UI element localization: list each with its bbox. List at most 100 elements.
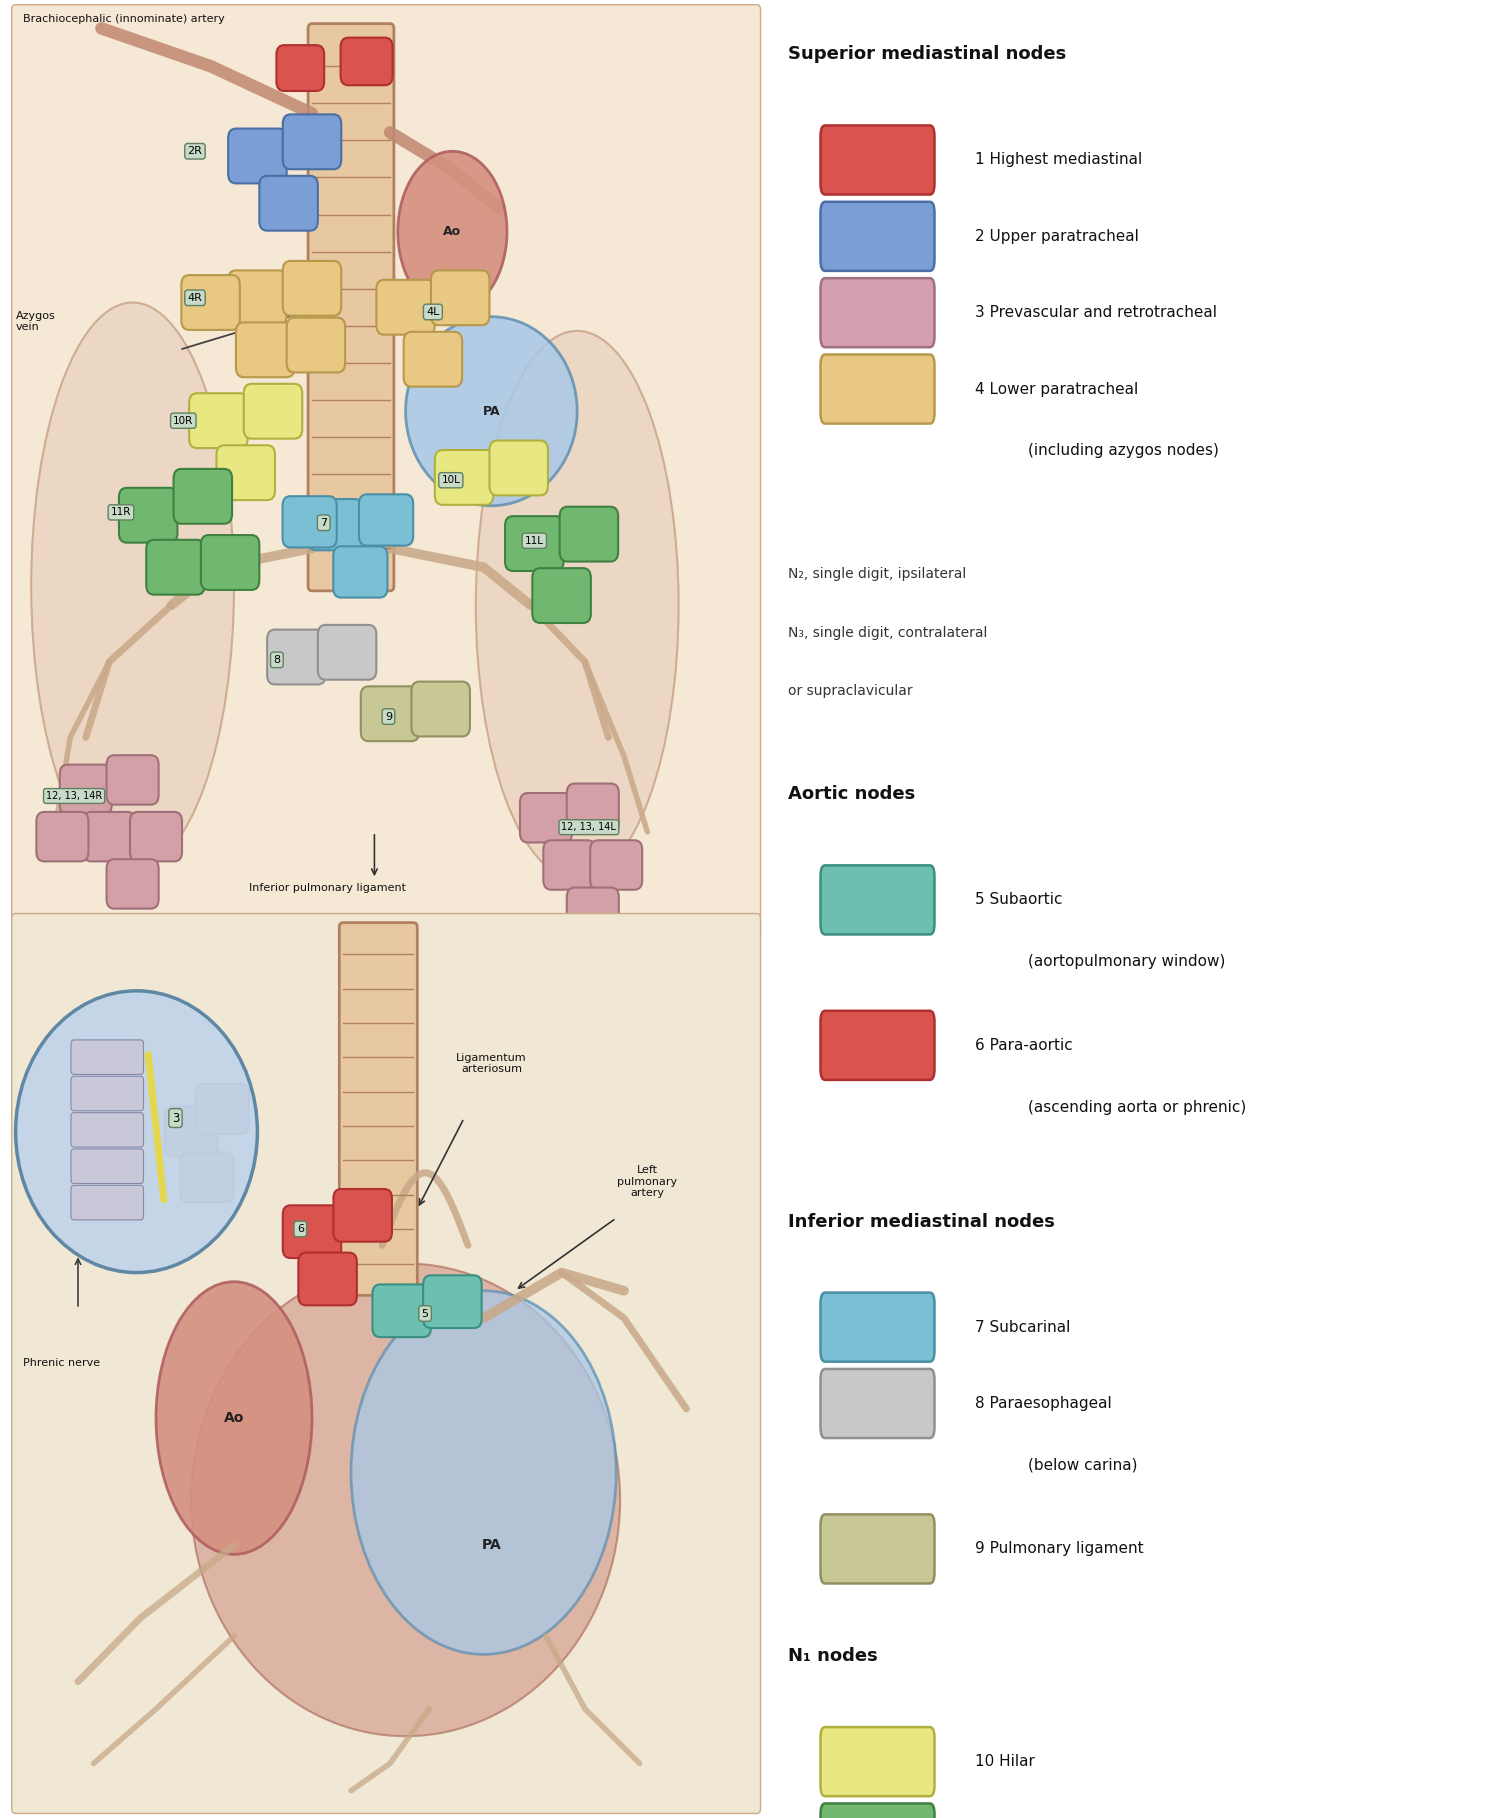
FancyBboxPatch shape bbox=[165, 1107, 218, 1156]
FancyBboxPatch shape bbox=[276, 45, 324, 91]
FancyBboxPatch shape bbox=[180, 1153, 232, 1202]
FancyBboxPatch shape bbox=[36, 813, 88, 862]
Ellipse shape bbox=[190, 1264, 620, 1736]
Text: 5 Subaortic: 5 Subaortic bbox=[975, 893, 1062, 907]
Ellipse shape bbox=[156, 1282, 312, 1554]
Text: 7 Subcarinal: 7 Subcarinal bbox=[975, 1320, 1071, 1334]
Text: or supraclavicular: or supraclavicular bbox=[788, 684, 912, 698]
Text: 6 Para-aortic: 6 Para-aortic bbox=[975, 1038, 1072, 1053]
FancyBboxPatch shape bbox=[560, 507, 618, 562]
FancyBboxPatch shape bbox=[489, 440, 548, 494]
FancyBboxPatch shape bbox=[118, 487, 177, 542]
FancyBboxPatch shape bbox=[282, 496, 338, 547]
Text: (including azygos nodes): (including azygos nodes) bbox=[1028, 444, 1218, 458]
FancyBboxPatch shape bbox=[360, 687, 419, 742]
Ellipse shape bbox=[32, 302, 234, 869]
FancyBboxPatch shape bbox=[182, 275, 240, 329]
Text: 4L: 4L bbox=[426, 307, 439, 316]
FancyBboxPatch shape bbox=[821, 1011, 934, 1080]
Text: 10 Hilar: 10 Hilar bbox=[975, 1754, 1035, 1769]
Text: 9 Pulmonary ligament: 9 Pulmonary ligament bbox=[975, 1542, 1143, 1556]
FancyBboxPatch shape bbox=[260, 176, 318, 231]
FancyBboxPatch shape bbox=[372, 1284, 430, 1338]
Text: 7: 7 bbox=[320, 518, 327, 527]
Ellipse shape bbox=[405, 316, 578, 505]
FancyBboxPatch shape bbox=[286, 318, 345, 373]
Text: 6: 6 bbox=[297, 1224, 304, 1234]
FancyBboxPatch shape bbox=[196, 1084, 249, 1134]
Text: N₁ nodes: N₁ nodes bbox=[788, 1647, 877, 1665]
Circle shape bbox=[15, 991, 258, 1273]
FancyBboxPatch shape bbox=[189, 393, 248, 447]
Text: (aortopulmonary window): (aortopulmonary window) bbox=[1028, 954, 1225, 969]
Text: 8: 8 bbox=[273, 654, 280, 665]
Text: 3: 3 bbox=[172, 1111, 178, 1125]
Text: Ao: Ao bbox=[444, 225, 462, 238]
FancyBboxPatch shape bbox=[430, 271, 489, 325]
FancyBboxPatch shape bbox=[590, 840, 642, 889]
Text: N₃, single digit, contralateral: N₃, single digit, contralateral bbox=[788, 625, 987, 640]
Text: 9: 9 bbox=[386, 711, 392, 722]
Text: Left
pulmonary
artery: Left pulmonary artery bbox=[618, 1165, 678, 1198]
FancyBboxPatch shape bbox=[404, 333, 462, 387]
FancyBboxPatch shape bbox=[309, 500, 363, 551]
FancyBboxPatch shape bbox=[106, 860, 159, 909]
FancyBboxPatch shape bbox=[340, 38, 393, 85]
FancyBboxPatch shape bbox=[282, 262, 340, 316]
FancyBboxPatch shape bbox=[567, 784, 620, 833]
FancyBboxPatch shape bbox=[12, 913, 760, 1814]
FancyBboxPatch shape bbox=[70, 1185, 144, 1220]
FancyBboxPatch shape bbox=[333, 547, 387, 598]
FancyBboxPatch shape bbox=[174, 469, 232, 524]
Ellipse shape bbox=[398, 151, 507, 313]
Text: 2 Upper paratracheal: 2 Upper paratracheal bbox=[975, 229, 1138, 244]
Text: Superior mediastinal nodes: Superior mediastinal nodes bbox=[788, 45, 1065, 64]
FancyBboxPatch shape bbox=[411, 682, 470, 736]
FancyBboxPatch shape bbox=[821, 1727, 934, 1796]
FancyBboxPatch shape bbox=[12, 5, 760, 940]
FancyBboxPatch shape bbox=[532, 569, 591, 624]
Text: 3 Prevascular and retrotracheal: 3 Prevascular and retrotracheal bbox=[975, 305, 1216, 320]
FancyBboxPatch shape bbox=[339, 924, 417, 1294]
FancyBboxPatch shape bbox=[821, 1293, 934, 1362]
FancyBboxPatch shape bbox=[130, 813, 182, 862]
Text: 11R: 11R bbox=[111, 507, 130, 518]
Text: PA: PA bbox=[483, 405, 500, 418]
FancyBboxPatch shape bbox=[520, 793, 572, 842]
FancyBboxPatch shape bbox=[70, 1149, 144, 1184]
FancyBboxPatch shape bbox=[358, 494, 413, 545]
FancyBboxPatch shape bbox=[821, 202, 934, 271]
FancyBboxPatch shape bbox=[821, 1369, 934, 1438]
Text: Phrenic nerve: Phrenic nerve bbox=[24, 1358, 100, 1369]
FancyBboxPatch shape bbox=[282, 115, 340, 169]
Text: 1 Highest mediastinal: 1 Highest mediastinal bbox=[975, 153, 1143, 167]
Text: PA: PA bbox=[482, 1538, 501, 1553]
Text: Aortic nodes: Aortic nodes bbox=[788, 785, 915, 804]
FancyBboxPatch shape bbox=[70, 1113, 144, 1147]
Text: (below carina): (below carina) bbox=[1028, 1458, 1137, 1473]
Text: Inferior pulmonary ligament: Inferior pulmonary ligament bbox=[249, 884, 406, 893]
FancyBboxPatch shape bbox=[435, 451, 494, 505]
Text: 12, 13, 14R: 12, 13, 14R bbox=[46, 791, 102, 802]
Text: Azygos
vein: Azygos vein bbox=[15, 311, 55, 333]
FancyBboxPatch shape bbox=[308, 24, 395, 591]
FancyBboxPatch shape bbox=[821, 865, 934, 934]
FancyBboxPatch shape bbox=[821, 1803, 934, 1818]
FancyBboxPatch shape bbox=[821, 278, 934, 347]
FancyBboxPatch shape bbox=[60, 765, 112, 814]
Text: 12, 13, 14L: 12, 13, 14L bbox=[561, 822, 616, 833]
FancyBboxPatch shape bbox=[147, 540, 204, 594]
Text: Brachiocephalic (innominate) artery: Brachiocephalic (innominate) artery bbox=[24, 15, 225, 24]
FancyBboxPatch shape bbox=[201, 534, 260, 589]
FancyBboxPatch shape bbox=[821, 125, 934, 195]
FancyBboxPatch shape bbox=[567, 887, 620, 936]
Text: 4R: 4R bbox=[188, 293, 202, 304]
Text: 11L: 11L bbox=[525, 536, 544, 545]
FancyBboxPatch shape bbox=[82, 813, 135, 862]
Text: N₂, single digit, ipsilateral: N₂, single digit, ipsilateral bbox=[788, 567, 966, 582]
FancyBboxPatch shape bbox=[228, 129, 286, 184]
FancyBboxPatch shape bbox=[106, 754, 159, 805]
Text: 2R: 2R bbox=[188, 145, 202, 156]
FancyBboxPatch shape bbox=[70, 1076, 144, 1111]
Ellipse shape bbox=[351, 1291, 616, 1654]
